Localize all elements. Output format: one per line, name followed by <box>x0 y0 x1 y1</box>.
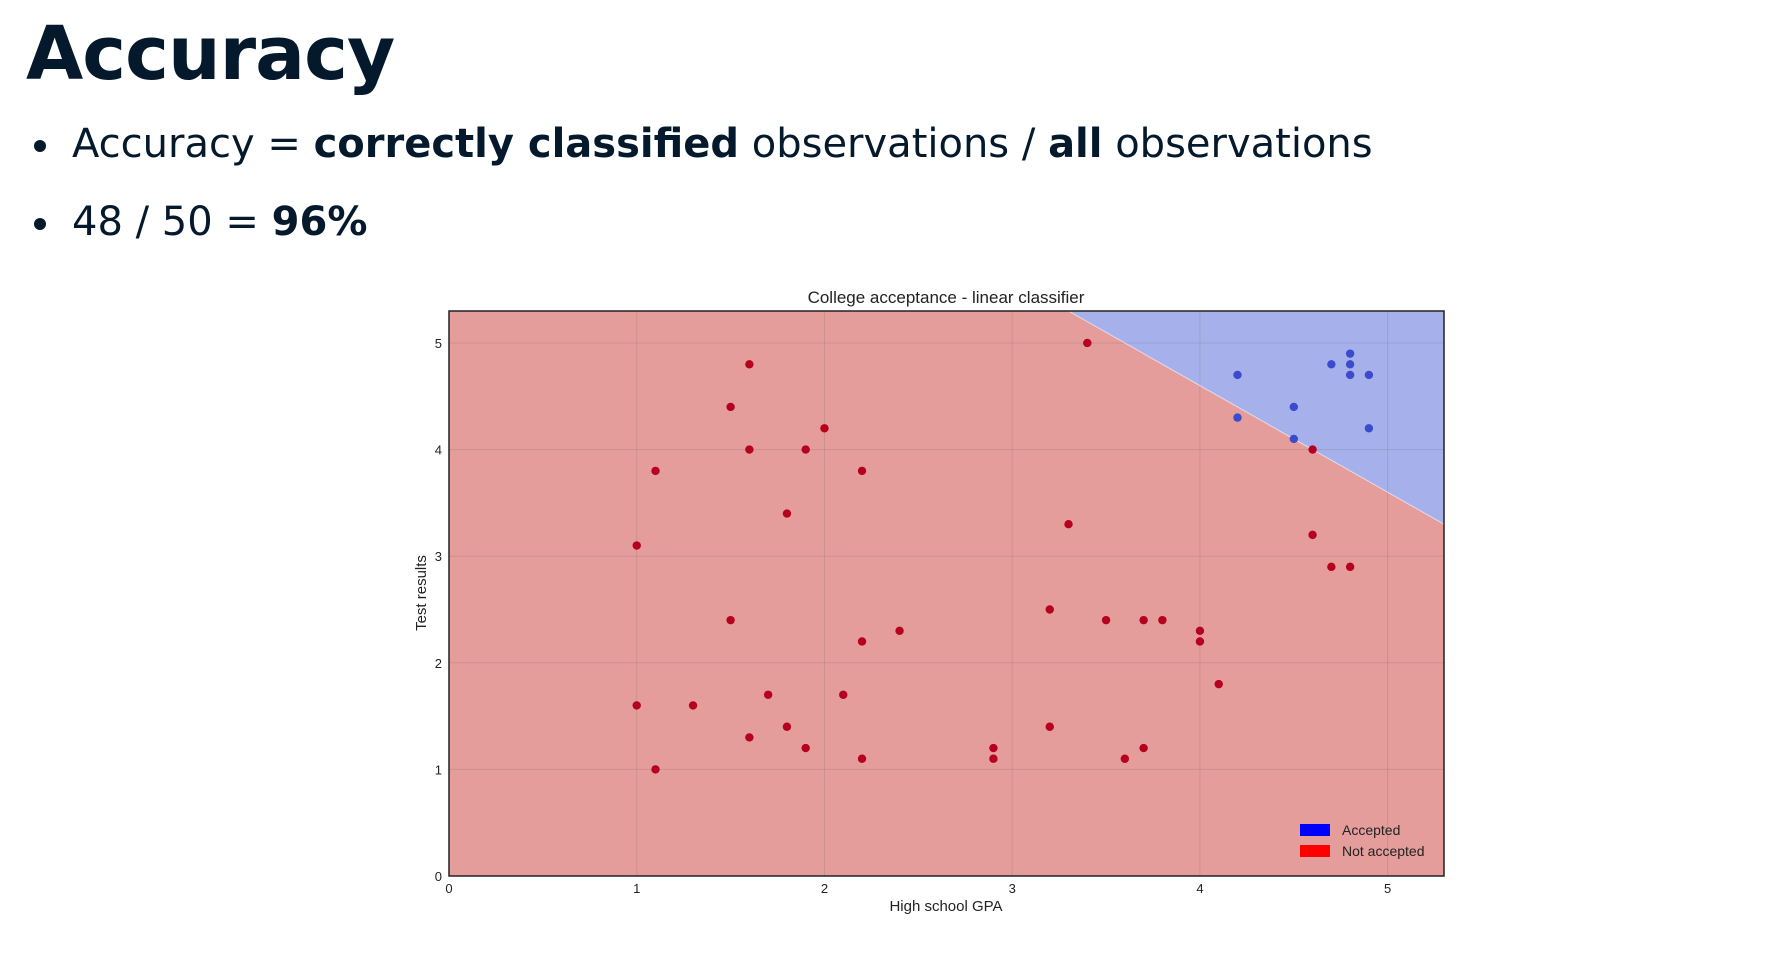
legend-swatch-not-accepted <box>1300 845 1330 857</box>
plot-regions <box>449 311 1444 876</box>
point-not-accepted <box>763 690 773 699</box>
point-accepted <box>1233 413 1242 422</box>
bullet-text-part: observations / <box>739 121 1049 167</box>
point-not-accepted <box>1195 637 1205 646</box>
bullet-dot-icon <box>34 218 46 230</box>
point-accepted <box>1233 370 1242 380</box>
point-not-accepted <box>1045 722 1054 731</box>
point-not-accepted <box>651 466 660 476</box>
point-not-accepted <box>857 466 867 476</box>
chart-legend: Accepted Not accepted <box>1300 822 1425 859</box>
x-tick-label: 2 <box>821 881 828 896</box>
point-accepted <box>1364 370 1374 380</box>
point-not-accepted <box>1139 615 1148 625</box>
point-not-accepted <box>1064 520 1073 529</box>
point-accepted <box>1289 434 1299 444</box>
y-tick-label: 0 <box>435 869 442 884</box>
legend-label-not-accepted: Not accepted <box>1342 843 1425 859</box>
legend-swatch-accepted <box>1300 824 1330 836</box>
y-tick-label: 5 <box>435 336 442 351</box>
x-tick-label: 5 <box>1384 881 1391 896</box>
point-accepted <box>1364 424 1374 433</box>
point-not-accepted <box>1308 445 1317 454</box>
x-tick-label: 1 <box>633 881 640 896</box>
point-not-accepted <box>726 402 735 412</box>
point-not-accepted <box>1308 530 1317 540</box>
legend-label-accepted: Accepted <box>1342 822 1400 838</box>
point-accepted <box>1345 370 1355 380</box>
bullet-list: Accuracy = correctly classified observat… <box>30 120 1373 246</box>
point-not-accepted <box>651 765 660 774</box>
point-not-accepted <box>782 722 792 731</box>
slide-title: Accuracy <box>26 11 395 97</box>
point-not-accepted <box>726 615 735 625</box>
point-not-accepted <box>1120 754 1130 763</box>
point-not-accepted <box>1214 679 1223 689</box>
point-not-accepted <box>632 701 641 710</box>
point-not-accepted <box>857 637 867 646</box>
point-not-accepted <box>801 445 810 454</box>
bullet-text-part: Accuracy = <box>72 121 314 167</box>
y-tick-labels: 0 1 2 3 4 5 <box>435 336 442 884</box>
point-not-accepted <box>989 754 998 763</box>
point-accepted <box>1345 360 1355 369</box>
y-tick-label: 4 <box>435 443 442 458</box>
point-not-accepted <box>1345 562 1355 572</box>
y-axis-label: Test results <box>413 555 430 631</box>
point-not-accepted <box>1101 615 1111 625</box>
point-not-accepted <box>745 445 754 454</box>
x-tick-labels: 0 1 2 3 4 5 <box>445 881 1391 896</box>
bullet-text-bold: all <box>1048 121 1103 167</box>
point-not-accepted <box>1195 626 1205 636</box>
point-accepted <box>1327 360 1336 369</box>
point-accepted <box>1289 402 1299 412</box>
point-not-accepted <box>1139 743 1148 753</box>
decision-boundary-line <box>1068 310 1445 525</box>
x-tick-label: 0 <box>445 881 452 896</box>
x-tick-label: 3 <box>1009 881 1016 896</box>
chart-title: College acceptance - linear classifier <box>808 288 1085 307</box>
point-not-accepted <box>857 754 867 763</box>
point-not-accepted <box>1327 562 1336 572</box>
point-not-accepted <box>688 701 698 710</box>
point-not-accepted <box>745 360 754 369</box>
bullet-text-bold: 96% <box>271 199 368 245</box>
point-not-accepted <box>782 509 792 518</box>
point-not-accepted <box>801 743 810 753</box>
y-tick-label: 3 <box>435 549 442 564</box>
point-not-accepted <box>1045 605 1054 614</box>
x-tick-label: 4 <box>1196 881 1203 896</box>
bullet-accuracy-result: 48 / 50 = 96% <box>30 198 1373 246</box>
point-not-accepted <box>820 424 829 433</box>
point-not-accepted <box>989 743 998 753</box>
plot-boundary <box>1068 310 1445 525</box>
point-accepted <box>1345 349 1355 358</box>
y-tick-label: 2 <box>435 656 442 671</box>
bullet-text-part: observations <box>1102 121 1373 167</box>
y-tick-label: 1 <box>435 762 442 777</box>
bullet-text-part: 48 / 50 = <box>72 199 272 245</box>
plot-points <box>632 338 1374 774</box>
bullet-text-bold: correctly classified <box>313 121 740 167</box>
x-axis-label: High school GPA <box>889 898 1002 915</box>
point-not-accepted <box>839 690 848 699</box>
point-not-accepted <box>1083 338 1092 348</box>
plot-frame <box>448 310 1445 877</box>
point-not-accepted <box>895 626 904 636</box>
bullet-dot-icon <box>34 140 46 152</box>
point-not-accepted <box>632 541 641 550</box>
bullet-accuracy-definition: Accuracy = correctly classified observat… <box>30 120 1373 168</box>
point-not-accepted <box>745 733 754 742</box>
point-not-accepted <box>1158 615 1167 625</box>
region-not-accepted <box>449 311 1444 876</box>
